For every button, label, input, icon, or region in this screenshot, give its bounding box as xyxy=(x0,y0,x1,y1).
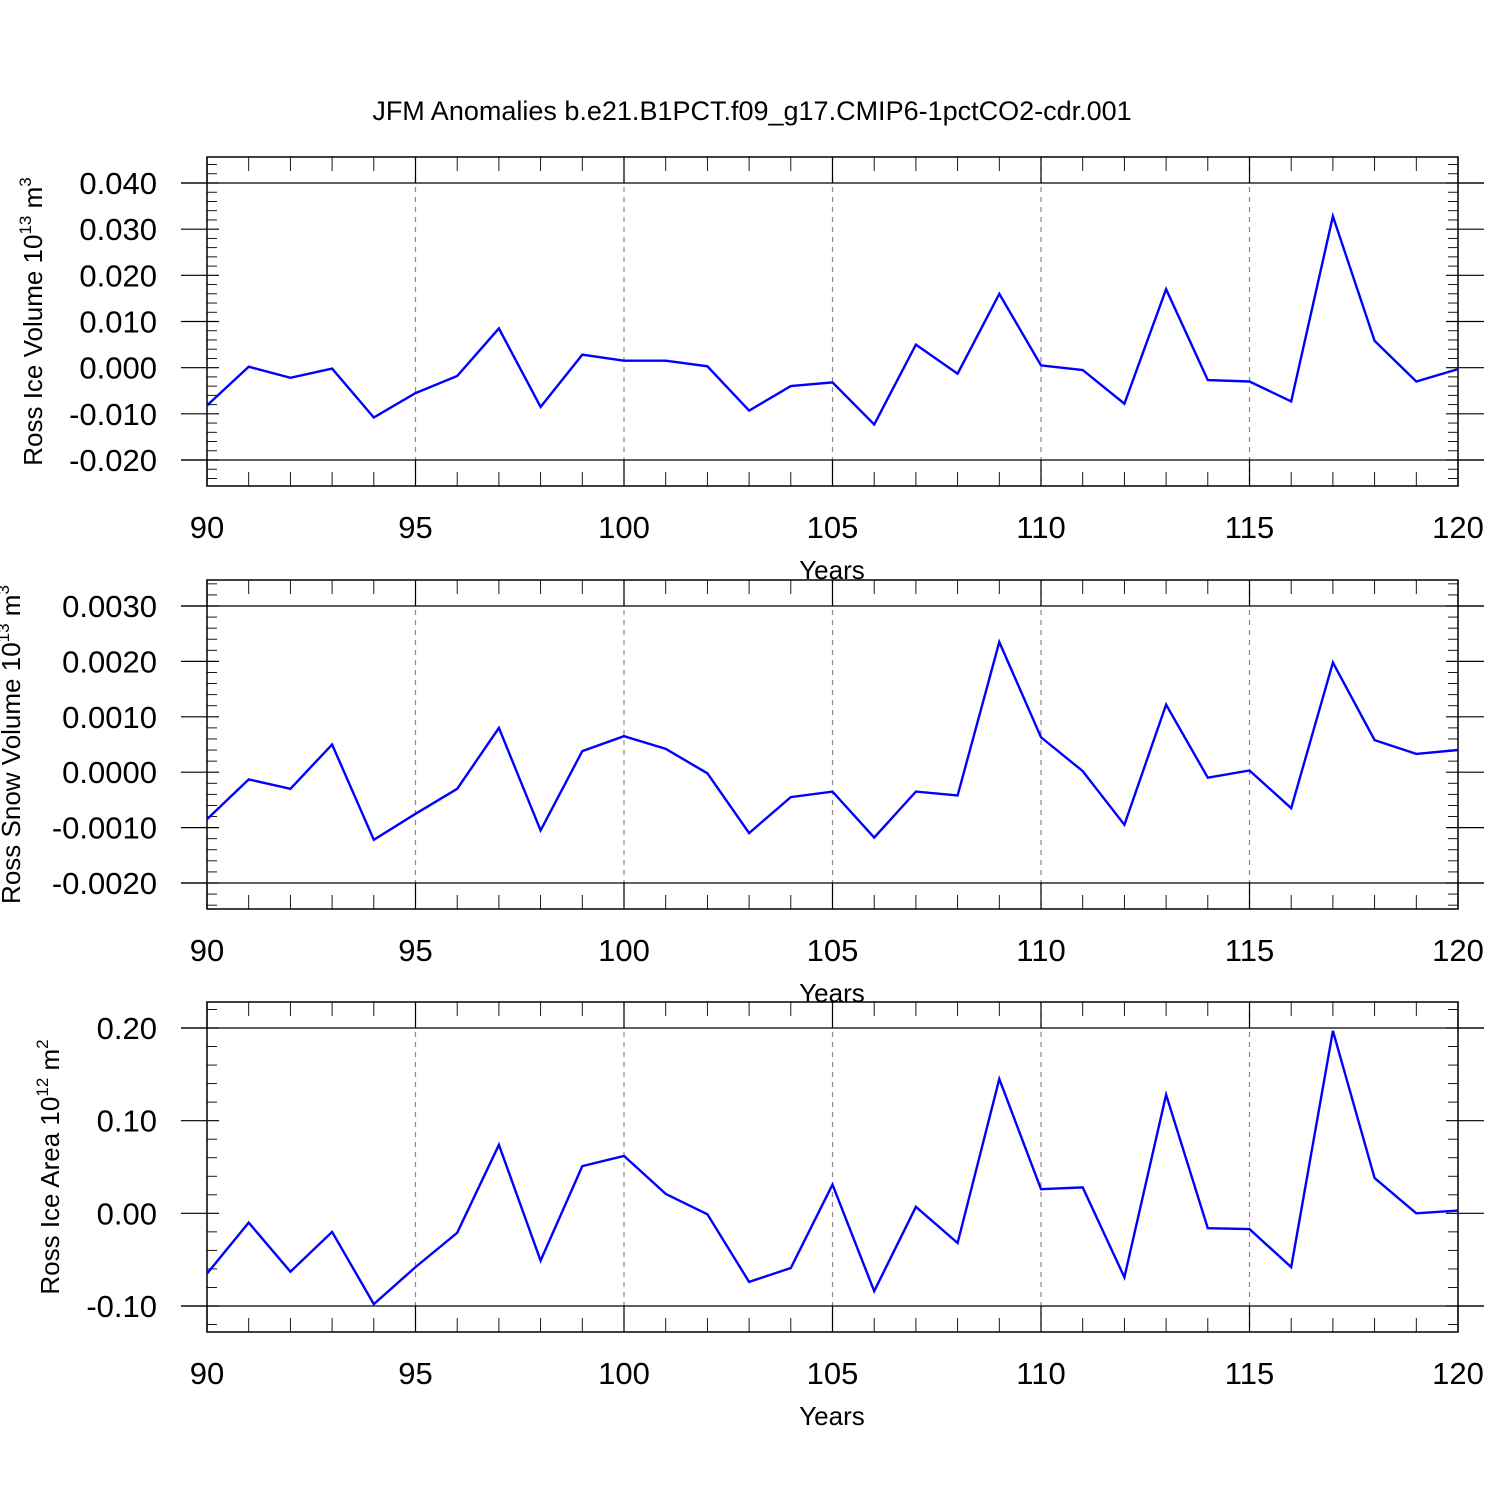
x-tick-label: 115 xyxy=(1225,1356,1274,1391)
x-tick-label: 100 xyxy=(598,1356,650,1391)
y-tick-label: -0.020 xyxy=(69,443,157,478)
y-tick-label: 0.0030 xyxy=(62,589,157,624)
series-line-ice-volume xyxy=(206,211,1459,427)
y-tick-label: -0.0020 xyxy=(52,866,157,901)
y-tick-label: 0.20 xyxy=(97,1011,157,1046)
y-tick-label: 0.010 xyxy=(79,305,157,340)
x-tick-label: 120 xyxy=(1432,933,1484,968)
x-tick-label: 95 xyxy=(398,510,432,545)
x-tick-label: 105 xyxy=(807,510,859,545)
y-axis-label-superscript: 12 xyxy=(33,1078,52,1097)
y-axis-label: Ross Ice Volume 1013 m3 xyxy=(16,177,48,466)
y-tick-label: -0.0010 xyxy=(52,811,157,846)
y-axis-label-superscript: 13 xyxy=(0,623,13,642)
x-tick-label: 100 xyxy=(598,933,650,968)
y-axis-label-part: Ross Ice Area 10 xyxy=(35,1097,65,1295)
chart-title: JFM Anomalies b.e21.B1PCT.f09_g17.CMIP6-… xyxy=(372,96,1131,126)
x-tick-label: 90 xyxy=(190,1356,224,1391)
series-line-snow-volume xyxy=(206,638,1459,842)
x-tick-label: 90 xyxy=(190,510,224,545)
y-axis-label-part: m xyxy=(35,1049,65,1078)
y-axis-label: Ross Ice Area 1012 m2 xyxy=(33,1039,65,1294)
y-tick-label: 0.0010 xyxy=(62,700,157,735)
x-tick-label: 90 xyxy=(190,933,224,968)
x-tick-label: 95 xyxy=(398,933,432,968)
x-tick-label: 115 xyxy=(1225,933,1274,968)
y-axis-label-part: Ross Snow Volume 10 xyxy=(0,642,26,904)
y-axis-label-part: m xyxy=(18,187,48,216)
y-axis-label-part: Ross Ice Volume 10 xyxy=(18,235,48,466)
y-tick-label: 0.10 xyxy=(97,1104,157,1139)
x-tick-label: 110 xyxy=(1016,933,1065,968)
y-tick-label: 0.0000 xyxy=(62,755,157,790)
y-tick-label: -0.010 xyxy=(69,397,157,432)
y-tick-label: 0.030 xyxy=(79,212,157,247)
y-tick-label: 0.0020 xyxy=(62,644,157,679)
y-tick-label: 0.00 xyxy=(97,1196,157,1231)
x-tick-label: 110 xyxy=(1016,510,1065,545)
panels: -0.020 -0.010 0.000 0.010 0.020 0.030 0.040 90 9… xyxy=(0,156,1484,1431)
x-tick-label: 110 xyxy=(1016,1356,1065,1391)
series-line-ice-area xyxy=(206,1030,1459,1306)
y-axis-label-superscript: 3 xyxy=(16,177,35,186)
x-tick-label: 120 xyxy=(1432,510,1484,545)
y-axis-label-superscript: 3 xyxy=(0,585,13,594)
panel-ice-volume: -0.020 -0.010 0.000 0.010 0.020 0.030 0.040 90 9… xyxy=(16,156,1484,585)
y-axis-label-superscript: 2 xyxy=(33,1039,52,1048)
x-tick-label: 95 xyxy=(398,1356,432,1391)
x-tick-label: 115 xyxy=(1225,510,1274,545)
y-axis-label-part: m xyxy=(0,595,26,624)
y-axis-label-superscript: 13 xyxy=(16,216,35,235)
x-axis-label: Years xyxy=(799,1401,865,1431)
x-tick-label: 100 xyxy=(598,510,650,545)
panel-snow-volume: -0.0020 -0.0010 0.0000 0.0010 0.0020 0.0030 90… xyxy=(0,579,1484,1008)
y-tick-label: 0.000 xyxy=(79,351,157,386)
y-tick-label: 0.020 xyxy=(79,258,157,293)
x-tick-label: 120 xyxy=(1432,1356,1484,1391)
y-tick-label: 0.040 xyxy=(79,166,157,201)
y-tick-label: -0.10 xyxy=(86,1289,157,1324)
panel-ice-area: -0.10 0.00 0.10 0.20 90 95 100 105 110 115 120 Year… xyxy=(33,1001,1484,1431)
x-tick-label: 105 xyxy=(807,933,859,968)
x-tick-label: 105 xyxy=(807,1356,859,1391)
y-axis-label: Ross Snow Volume 1013 m3 xyxy=(0,585,26,904)
